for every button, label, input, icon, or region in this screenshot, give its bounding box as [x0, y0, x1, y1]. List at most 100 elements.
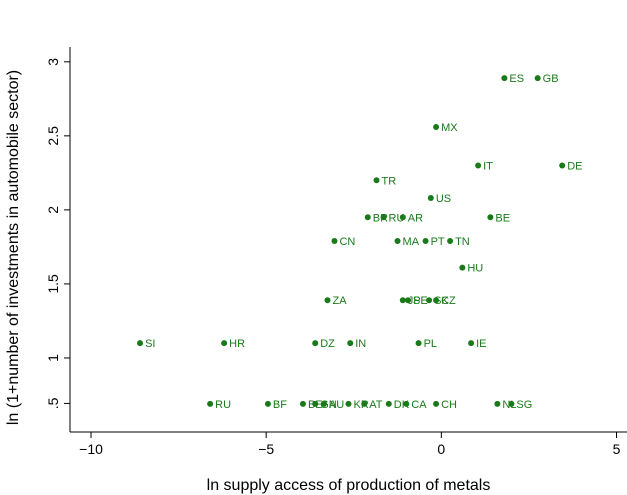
x-tick-label: −10	[79, 441, 103, 457]
point-marker	[394, 237, 401, 244]
scatter-point: PT	[422, 236, 445, 248]
point-marker	[221, 340, 228, 347]
point-label: SE	[413, 295, 428, 307]
y-tick-label: 3	[45, 58, 61, 66]
scatter-point: RU	[207, 399, 231, 411]
point-label: BF	[273, 399, 287, 411]
scatter-point: JP	[399, 295, 421, 307]
point-marker	[324, 297, 331, 304]
scatter-point: BF	[264, 399, 287, 411]
point-marker	[459, 264, 466, 271]
point-marker	[207, 400, 214, 407]
scatter-point: CA	[403, 399, 427, 411]
point-label: ZA	[332, 295, 347, 307]
x-tick-label: 0	[437, 441, 445, 457]
scatter-point: DE	[559, 160, 582, 172]
y-tick-label: 1.5	[45, 274, 61, 294]
point-marker	[508, 400, 515, 407]
scatter-point: SE	[405, 295, 428, 307]
point-label: SI	[145, 338, 155, 350]
scatter-point: AT	[361, 399, 383, 411]
point-marker	[264, 400, 271, 407]
point-label: ES	[509, 73, 524, 85]
x-axis-title: ln supply access of production of metals	[207, 477, 491, 494]
point-marker	[331, 237, 338, 244]
point-label: CH	[441, 399, 457, 411]
scatter-point: BE	[487, 212, 510, 224]
point-label: IN	[355, 338, 366, 350]
point-marker	[475, 162, 482, 169]
point-marker	[534, 75, 541, 82]
point-marker	[364, 214, 371, 221]
point-label: US	[436, 193, 451, 205]
scatter-point: TR	[373, 175, 396, 187]
point-marker	[361, 400, 368, 407]
point-label: RU	[215, 399, 231, 411]
point-marker	[345, 400, 352, 407]
point-label: MA	[403, 236, 420, 248]
point-marker	[422, 237, 429, 244]
scatter-point: TN	[447, 236, 470, 248]
scatter-point: HU	[459, 263, 483, 275]
scatter-point: AU	[320, 399, 344, 411]
point-label: RU	[389, 212, 405, 224]
point-marker	[427, 195, 434, 202]
point-label: PT	[431, 236, 445, 248]
point-marker	[487, 214, 494, 221]
point-marker	[447, 237, 454, 244]
point-label: IE	[476, 338, 486, 350]
point-marker	[399, 214, 406, 221]
point-marker	[137, 340, 144, 347]
scatter-point: IN	[347, 338, 366, 350]
point-marker	[415, 340, 422, 347]
point-label: CA	[411, 399, 427, 411]
point-label: DZ	[320, 338, 335, 350]
point-label: SG	[516, 399, 532, 411]
scatter-point: ZA	[324, 295, 347, 307]
point-marker	[312, 340, 319, 347]
scatter-point: GB	[534, 73, 559, 85]
y-tick-label: 2.5	[45, 126, 61, 146]
point-marker	[373, 177, 380, 184]
point-label: AR	[408, 212, 423, 224]
scatter-point: ES	[501, 73, 524, 85]
point-marker	[501, 75, 508, 82]
point-label: BE	[495, 212, 510, 224]
point-label: AU	[329, 399, 344, 411]
scatter-point: CN	[331, 236, 355, 248]
scatter-point: HR	[221, 338, 245, 350]
point-label: AT	[369, 399, 383, 411]
point-label: HR	[229, 338, 245, 350]
y-tick-label: 1	[45, 354, 61, 362]
axes: −10 −5 0 5 .5 1 1.5 2 2.5 3	[45, 47, 627, 457]
point-marker	[559, 162, 566, 169]
point-marker	[385, 400, 392, 407]
y-tick-label: 2	[45, 206, 61, 214]
point-marker	[399, 297, 406, 304]
scatter-point: AR	[399, 212, 423, 224]
point-marker	[299, 400, 306, 407]
point-marker	[433, 400, 440, 407]
point-label: IT	[483, 160, 493, 172]
x-tick-label: 5	[613, 441, 621, 457]
point-label: CZ	[441, 295, 456, 307]
point-label: GB	[543, 73, 559, 85]
scatter-point: DZ	[312, 338, 335, 350]
x-tick-label: −5	[258, 441, 274, 457]
point-marker	[312, 400, 319, 407]
scatter-point: US	[427, 193, 451, 205]
scatter-point: MX	[433, 122, 458, 134]
point-marker	[380, 214, 387, 221]
point-marker	[433, 123, 440, 130]
scatter-point: CH	[433, 399, 457, 411]
point-label: JP	[408, 295, 421, 307]
point-label: CN	[339, 236, 355, 248]
point-label: TN	[455, 236, 470, 248]
scatter-point: CZ	[433, 295, 456, 307]
point-label: PL	[424, 338, 437, 350]
y-tick-label: .5	[45, 397, 61, 409]
point-marker	[426, 297, 433, 304]
point-marker	[494, 400, 501, 407]
